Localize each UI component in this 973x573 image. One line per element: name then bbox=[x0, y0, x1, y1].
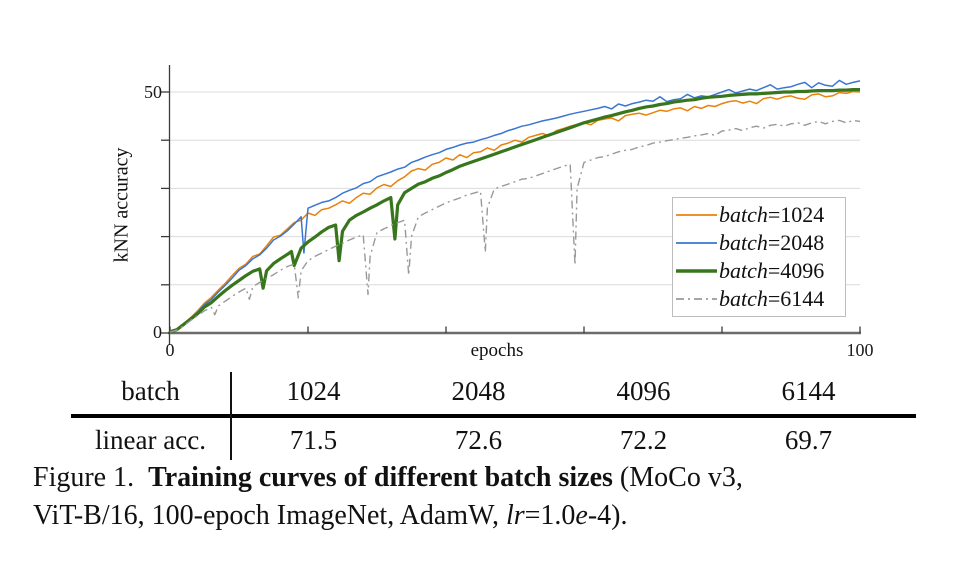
table-cell: 72.6 bbox=[454, 424, 503, 455]
legend-label: batch=2048 bbox=[719, 229, 825, 255]
table-cell: 2048 bbox=[451, 376, 506, 406]
table-header-batch: batch bbox=[121, 376, 180, 406]
legend-line-sample bbox=[676, 298, 717, 301]
table-cell: 72.2 bbox=[619, 424, 668, 455]
curve-batch-2048 bbox=[169, 79, 861, 333]
curve-batch-6144 bbox=[169, 119, 861, 333]
chart-legend: batch=1024 batch=2048 batch=4096 batch=6144 bbox=[672, 197, 846, 317]
legend-label: batch=1024 bbox=[719, 201, 825, 227]
table-row: linear acc. 71.5 72.6 72.2 69.7 bbox=[0, 418, 973, 463]
x-axis-title: epochs bbox=[470, 340, 524, 361]
caption-line-1: Figure 1. Training curves of different ba… bbox=[33, 459, 963, 497]
x-tick-label-0: 0 bbox=[165, 340, 175, 360]
caption-bold-title: Training curves of different batch sizes bbox=[148, 462, 613, 493]
legend-line-sample bbox=[676, 242, 717, 244]
legend-item-batch-2048: batch=2048 bbox=[673, 229, 845, 256]
table-label-linear-acc: linear acc. bbox=[95, 424, 206, 455]
y-tick-label-50: 50 bbox=[144, 82, 162, 102]
caption-figure-number: Figure 1. bbox=[33, 462, 135, 493]
x-tick-label-100: 100 bbox=[846, 340, 874, 360]
table-vertical-rule bbox=[230, 372, 232, 460]
table-row: batch 1024 2048 4096 6144 bbox=[0, 369, 973, 414]
curve-batch-4096 bbox=[169, 88, 860, 334]
legend-label: batch=4096 bbox=[719, 258, 825, 284]
legend-label: batch=6144 bbox=[719, 286, 825, 312]
axis-ticks bbox=[161, 91, 861, 334]
legend-line-sample bbox=[676, 213, 717, 216]
legend-item-batch-6144: batch=6144 bbox=[673, 286, 845, 313]
axes bbox=[168, 65, 861, 345]
table-cell: 1024 bbox=[286, 376, 341, 406]
table-cell: 4096 bbox=[616, 376, 671, 406]
table-cell: 71.5 bbox=[289, 424, 338, 455]
results-table: batch 1024 2048 4096 6144 linear acc. 71… bbox=[0, 369, 973, 463]
figure-caption: Figure 1. Training curves of different ba… bbox=[33, 459, 963, 535]
legend-item-batch-1024: batch=1024 bbox=[673, 201, 845, 228]
y-axis-title: kNN accuracy bbox=[110, 147, 133, 263]
caption-line-2: ViT-B/16, 100-epoch ImageNet, AdamW, lr=… bbox=[33, 500, 628, 531]
caption-suffix: (MoCo v3, bbox=[619, 462, 743, 493]
y-tick-label-0: 0 bbox=[153, 322, 162, 342]
legend-item-batch-4096: batch=4096 bbox=[673, 258, 845, 285]
series-curves bbox=[169, 79, 861, 334]
table-cell: 69.7 bbox=[784, 424, 833, 455]
legend-line-sample bbox=[676, 269, 717, 273]
table-cell: 6144 bbox=[781, 376, 836, 406]
table-horizontal-rule bbox=[71, 414, 916, 418]
curve-batch-1024 bbox=[169, 90, 861, 333]
